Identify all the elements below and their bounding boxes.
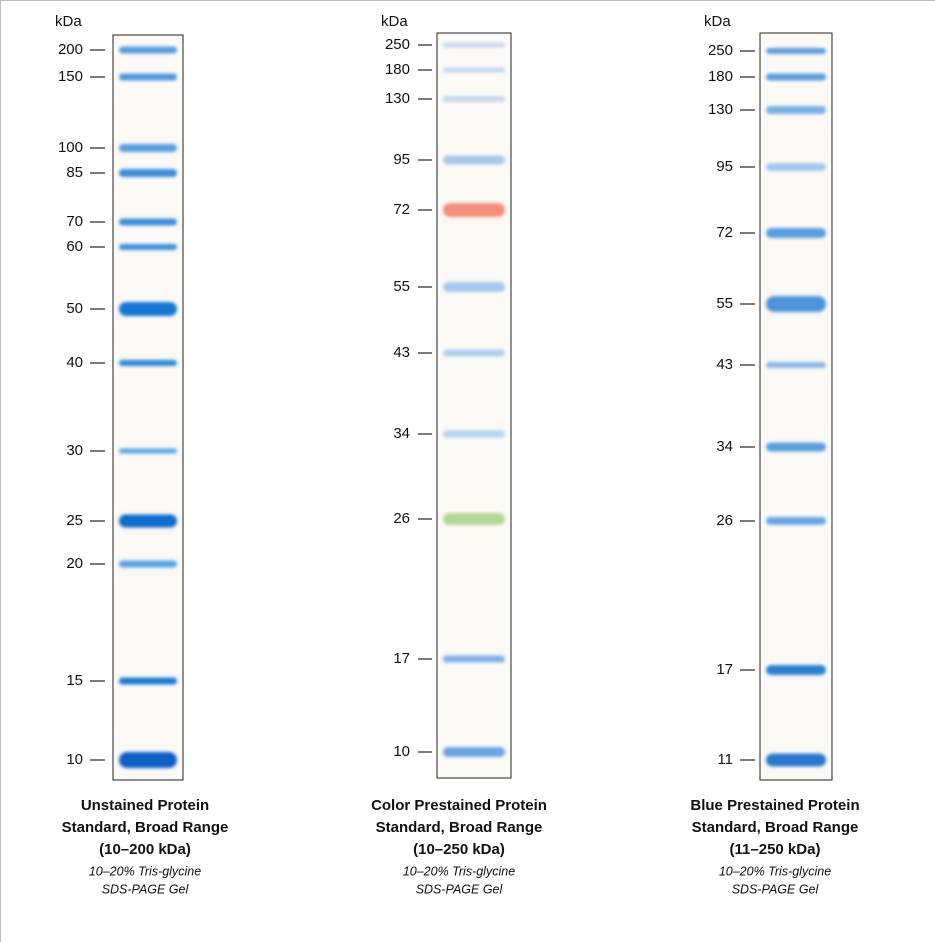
- band: [443, 43, 505, 48]
- band: [766, 74, 826, 81]
- band: [119, 360, 177, 366]
- marker-label: 50: [66, 300, 83, 317]
- caption-subtitle: 10–20% Tris-glycine: [719, 864, 831, 878]
- marker-label: 250: [385, 36, 410, 53]
- marker-label: 15: [66, 672, 83, 689]
- marker-label: 72: [393, 201, 410, 218]
- band: [766, 517, 826, 525]
- marker-label: 43: [716, 356, 733, 373]
- marker-label: 30: [66, 442, 83, 459]
- band: [119, 678, 177, 685]
- band: [119, 302, 177, 316]
- marker-label: 17: [393, 650, 410, 667]
- marker-label: 40: [66, 354, 83, 371]
- marker-label: 20: [66, 555, 83, 572]
- marker-label: 26: [393, 510, 410, 527]
- marker-label: 34: [716, 438, 733, 455]
- band: [766, 443, 826, 452]
- marker-label: 26: [716, 512, 733, 529]
- band: [119, 561, 177, 568]
- band: [766, 296, 826, 312]
- band: [443, 431, 505, 438]
- marker-label: 70: [66, 213, 83, 230]
- caption-subtitle: SDS-PAGE Gel: [102, 882, 190, 896]
- unit-label: kDa: [55, 13, 82, 30]
- band: [443, 203, 505, 217]
- marker-label: 10: [66, 751, 83, 768]
- marker-label: 95: [393, 151, 410, 168]
- marker-label: 100: [58, 139, 83, 156]
- band: [443, 513, 505, 525]
- band: [443, 282, 505, 292]
- band: [119, 169, 177, 177]
- band: [443, 656, 505, 663]
- band: [119, 74, 177, 81]
- band: [766, 163, 826, 171]
- band: [443, 96, 505, 102]
- figure: kDa 200 150 100 85 70 60 50 40 30 25 20 15 10 Unstaine…: [0, 0, 935, 942]
- band: [766, 754, 826, 767]
- band: [119, 449, 177, 454]
- caption-title: (11–250 kDa): [730, 841, 821, 858]
- band: [443, 156, 505, 165]
- marker-label: 34: [393, 425, 410, 442]
- marker-label: 130: [385, 90, 410, 107]
- marker-label: 11: [717, 751, 733, 768]
- caption-title: Standard, Broad Range: [376, 819, 543, 836]
- marker-label: 55: [393, 278, 410, 295]
- caption-title: (10–200 kDa): [99, 841, 191, 858]
- marker-label: 180: [708, 68, 733, 85]
- caption-subtitle: 10–20% Tris-glycine: [403, 864, 515, 878]
- marker-label: 130: [708, 101, 733, 118]
- marker-label: 95: [716, 158, 733, 175]
- caption-title: Color Prestained Protein: [371, 797, 547, 814]
- band: [119, 752, 177, 768]
- caption-subtitle: SDS-PAGE Gel: [732, 882, 820, 896]
- caption-subtitle: SDS-PAGE Gel: [416, 882, 504, 896]
- band: [443, 68, 505, 73]
- caption-title: Blue Prestained Protein: [690, 797, 859, 814]
- marker-label: 43: [393, 344, 410, 361]
- marker-label: 55: [716, 295, 733, 312]
- marker-label: 60: [66, 238, 83, 255]
- band: [119, 515, 177, 528]
- caption-title: (10–250 kDa): [413, 841, 505, 858]
- unit-label: kDa: [381, 13, 408, 30]
- marker-label: 85: [66, 164, 83, 181]
- caption-subtitle: 10–20% Tris-glycine: [89, 864, 201, 878]
- caption-title: Standard, Broad Range: [692, 819, 859, 836]
- marker-label: 25: [66, 512, 83, 529]
- band: [443, 747, 505, 757]
- marker-label: 180: [385, 61, 410, 78]
- caption-title: Unstained Protein: [81, 797, 209, 814]
- marker-label: 72: [716, 224, 733, 241]
- caption-title: Standard, Broad Range: [62, 819, 229, 836]
- band: [766, 362, 826, 368]
- marker-label: 250: [708, 42, 733, 59]
- band: [766, 228, 826, 238]
- band: [119, 47, 177, 54]
- band: [119, 144, 177, 152]
- band: [766, 106, 826, 114]
- band: [443, 350, 505, 357]
- band: [766, 48, 826, 54]
- band: [766, 665, 826, 675]
- marker-label: 10: [393, 743, 410, 760]
- gel-lane: [437, 33, 511, 778]
- marker-label: 200: [58, 41, 83, 58]
- marker-label: 150: [58, 68, 83, 85]
- band: [119, 219, 177, 226]
- band: [119, 244, 177, 250]
- unit-label: kDa: [704, 13, 731, 30]
- marker-label: 17: [716, 661, 733, 678]
